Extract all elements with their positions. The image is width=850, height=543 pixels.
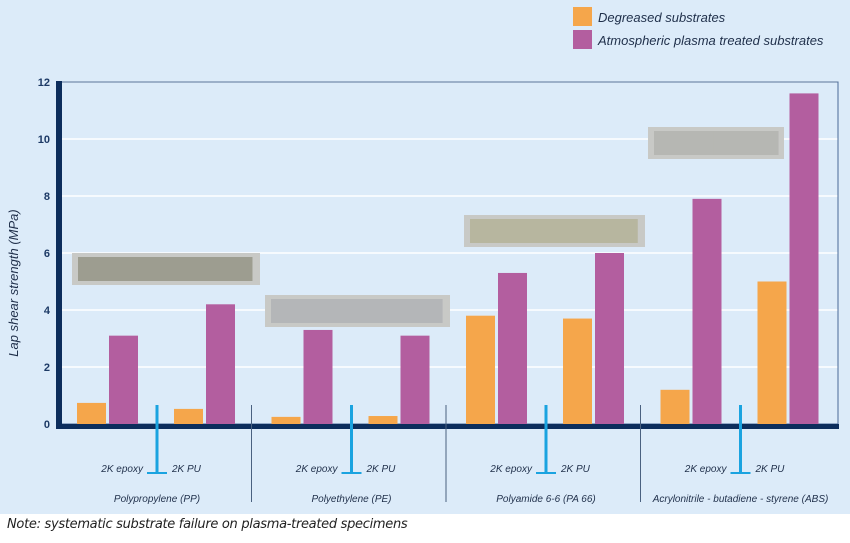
adhesive-label: 2K PU xyxy=(171,464,202,475)
bar-plasma xyxy=(692,198,722,424)
legend-swatch xyxy=(573,30,592,49)
specimen-photo-part xyxy=(470,219,554,243)
adhesive-label: 2K PU xyxy=(366,464,397,475)
specimen-photo-part xyxy=(353,299,443,323)
y-axis-label: Lap shear strength (MPa) xyxy=(6,209,21,356)
y-tick-label: 8 xyxy=(44,191,50,203)
adhesive-label: 2K epoxy xyxy=(100,464,144,475)
adhesive-label: 2K epoxy xyxy=(684,464,728,475)
specimen-photo-part xyxy=(654,131,717,155)
bar-degreased xyxy=(174,408,203,424)
specimen-photo-part xyxy=(162,257,253,281)
bar-plasma xyxy=(789,93,819,425)
specimen-photo-part xyxy=(271,299,357,323)
bar-chart: 0 2 4 6 8 10 12 Lap shear strength (MPa) 2K epox… xyxy=(6,7,839,505)
specimen-photo-part xyxy=(78,257,165,281)
bar-plasma xyxy=(400,335,430,424)
y-tick-label: 12 xyxy=(38,77,50,89)
bar-degreased xyxy=(757,281,787,424)
y-axis xyxy=(56,81,62,428)
adhesive-label: 2K PU xyxy=(560,464,591,475)
legend-swatch xyxy=(573,7,592,26)
bar-plasma xyxy=(595,253,624,424)
y-tick-label: 2 xyxy=(44,362,50,374)
bar-plasma xyxy=(303,329,333,424)
y-tick-label: 4 xyxy=(44,305,51,317)
bar-degreased xyxy=(271,416,301,424)
adhesive-label: 2K epoxy xyxy=(295,464,339,475)
bar-degreased xyxy=(77,402,106,424)
specimen-photo-part xyxy=(713,131,779,155)
legend-label: Degreased substrates xyxy=(598,10,726,25)
x-axis xyxy=(56,424,839,429)
material-label: Polyamide 6-6 (PA 66) xyxy=(496,494,596,505)
bar-plasma xyxy=(498,272,527,424)
y-tick-label: 10 xyxy=(38,134,50,146)
footnote: Note: systematic substrate failure on pl… xyxy=(7,517,408,532)
legend-label: Atmospheric plasma treated substrates xyxy=(597,33,824,48)
bar-degreased xyxy=(368,416,398,424)
bar-plasma xyxy=(206,304,235,424)
bar-degreased xyxy=(660,389,690,424)
y-tick-label: 0 xyxy=(44,419,50,431)
bar-degreased xyxy=(466,315,495,424)
bar-degreased xyxy=(563,318,592,424)
adhesive-label: 2K PU xyxy=(755,464,786,475)
adhesive-label: 2K epoxy xyxy=(489,464,533,475)
y-tick-label: 6 xyxy=(44,248,50,260)
material-label: Acrylonitrile - butadiene - styrene (ABS… xyxy=(652,494,829,505)
material-label: Polyethylene (PE) xyxy=(311,494,391,505)
bar-plasma xyxy=(109,335,138,424)
material-label: Polypropylene (PP) xyxy=(114,494,200,505)
specimen-photo-part xyxy=(550,219,638,243)
